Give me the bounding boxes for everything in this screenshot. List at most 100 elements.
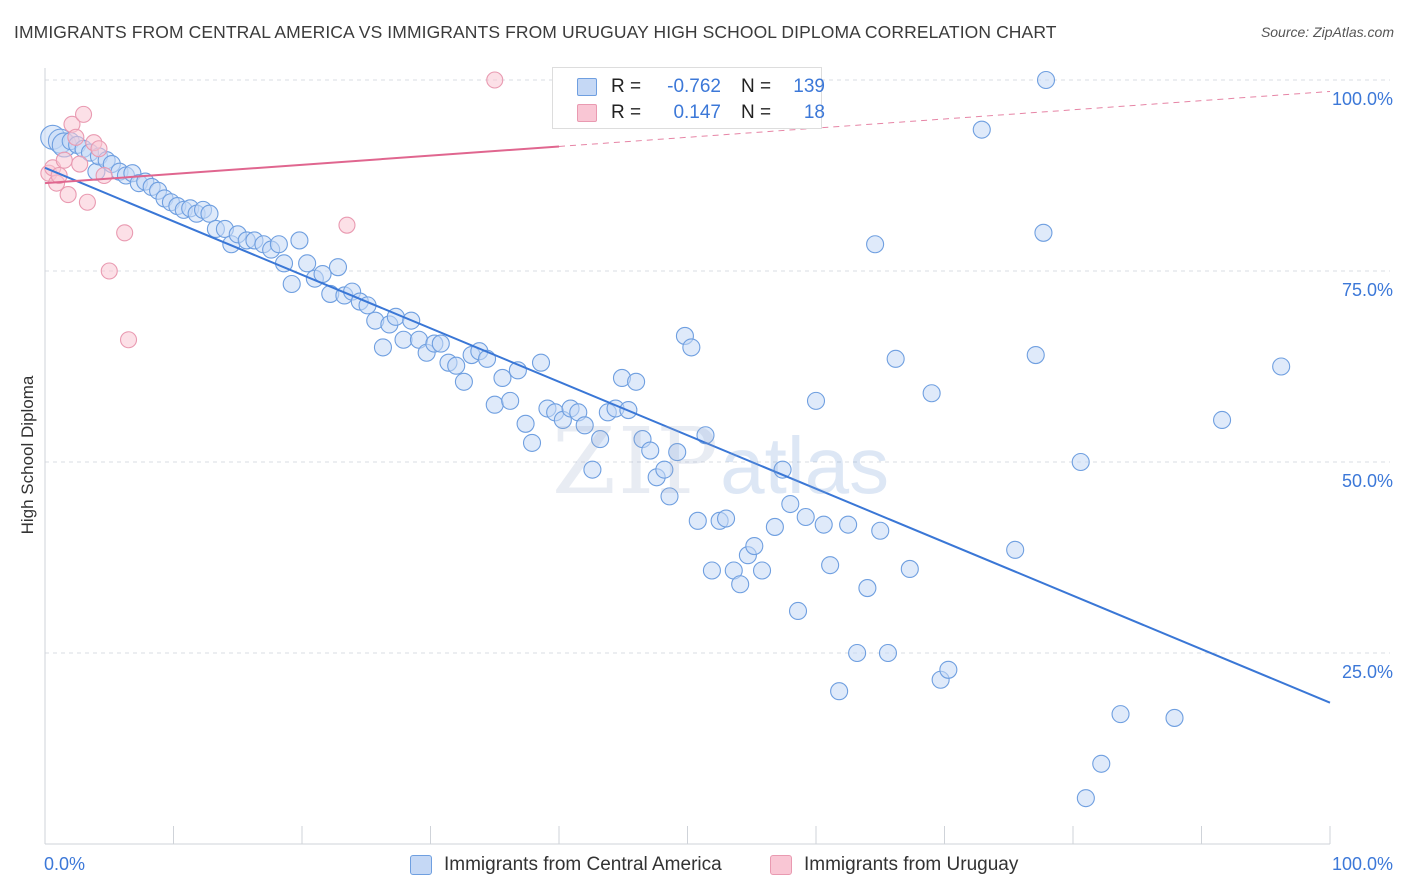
central-america-point [431, 334, 450, 353]
y-tick-label: 75.0% [1342, 280, 1393, 300]
central-america-point [806, 391, 826, 410]
central-america-point [972, 120, 991, 139]
legend-swatch-blue [577, 78, 597, 96]
central-america-point [752, 561, 772, 580]
central-america-point [200, 204, 219, 223]
uruguay-points [40, 71, 504, 349]
source-credit: Source: ZipAtlas.com [1260, 24, 1394, 40]
correlation-legend: R = -0.762 N = 139 R = 0.147 N = 18 [552, 67, 825, 129]
central-america-point [660, 487, 679, 506]
r-value: -0.762 [667, 76, 721, 97]
central-america-point [848, 643, 867, 663]
central-america-point [516, 414, 535, 433]
y-tick-label: 25.0% [1342, 662, 1393, 682]
central-america-point [1071, 452, 1090, 472]
series-swatch-pink [770, 855, 792, 875]
central-america-point [716, 509, 736, 528]
central-america-point [702, 561, 721, 580]
central-america-point [522, 433, 542, 452]
central-america-point [575, 416, 594, 435]
n-value: 139 [793, 76, 825, 97]
central-america-point [454, 372, 473, 391]
chart-title: IMMIGRANTS FROM CENTRAL AMERICA VS IMMIG… [14, 22, 1057, 42]
central-america-point [447, 356, 466, 375]
central-america-point [1026, 345, 1045, 365]
r-value: 0.147 [673, 102, 721, 123]
central-america-point [290, 231, 309, 250]
central-america-point [765, 517, 784, 536]
central-america-point [814, 515, 833, 534]
central-america-point [1272, 357, 1291, 376]
uruguay-point [486, 71, 504, 89]
central-america-point [493, 368, 512, 388]
central-america-point [655, 460, 674, 479]
uruguay-point [95, 166, 113, 185]
uruguay-point [338, 216, 356, 234]
central-america-points [40, 70, 1291, 808]
central-america-point [900, 559, 919, 579]
watermark: ZIPatlas [552, 408, 890, 515]
uruguay-point [75, 105, 93, 123]
uruguay-trend-line-dashed [558, 90, 1331, 147]
central-america-point [668, 443, 687, 462]
central-america-point [781, 494, 800, 514]
central-america-point [1092, 754, 1111, 773]
uruguay-point [55, 151, 73, 169]
series-swatch-blue [410, 855, 432, 875]
uruguay-point [78, 193, 96, 211]
legend-row-uruguay: R = 0.147 N = 18 [577, 100, 825, 126]
central-america-point [373, 338, 393, 357]
legend-row-central-america: R = -0.762 N = 139 [577, 74, 825, 100]
central-america-point [858, 579, 877, 598]
x-tick-label: 100.0% [1332, 854, 1393, 874]
series-label: Immigrants from Uruguay [804, 854, 1019, 875]
central-america-point [1006, 540, 1025, 559]
central-america-point [531, 353, 551, 372]
central-america-point [1076, 789, 1095, 808]
series-label: Immigrants from Central America [444, 854, 722, 875]
central-america-point [1034, 223, 1053, 242]
central-america-point [591, 430, 610, 449]
central-america-point [627, 372, 646, 391]
central-america-point [788, 601, 808, 621]
central-america-point [298, 254, 317, 273]
series-legend-central-america: Immigrants from Central America [410, 852, 722, 878]
x-tick-label: 0.0% [44, 854, 85, 874]
central-america-point [939, 660, 958, 679]
axes [44, 68, 1331, 845]
uruguay-point [90, 140, 108, 158]
central-america-point [745, 536, 764, 556]
central-america-point [821, 556, 840, 575]
central-america-point [641, 441, 660, 460]
central-america-point [394, 330, 413, 349]
central-america-point [501, 391, 520, 410]
central-america-point [282, 274, 301, 294]
central-america-point [688, 511, 707, 530]
legend-swatch-pink [577, 104, 597, 122]
r-label: R = [611, 76, 642, 97]
uruguay-point [116, 224, 134, 242]
central-america-trend-line [44, 166, 1331, 704]
central-america-point [1213, 410, 1232, 430]
central-america-point [1165, 708, 1184, 727]
uruguay-trend-line [44, 145, 560, 185]
y-tick-label: 50.0% [1342, 471, 1393, 491]
central-america-point [269, 235, 288, 254]
uruguay-point [119, 331, 138, 349]
n-label: N = [741, 102, 772, 123]
y-axis-label: High School Diploma [18, 375, 37, 535]
central-america-point [796, 507, 815, 527]
central-america-point [866, 235, 885, 254]
central-america-point [839, 515, 858, 534]
central-america-point [1111, 705, 1130, 724]
series-legend-uruguay: Immigrants from Uruguay [770, 852, 1018, 878]
n-label: N = [741, 76, 772, 97]
central-america-point [731, 575, 750, 594]
uruguay-point [59, 186, 77, 204]
central-america-point [871, 521, 890, 540]
central-america-point [1036, 70, 1056, 90]
r-label: R = [611, 102, 642, 123]
uruguay-point [100, 262, 118, 280]
central-america-point [328, 258, 348, 277]
